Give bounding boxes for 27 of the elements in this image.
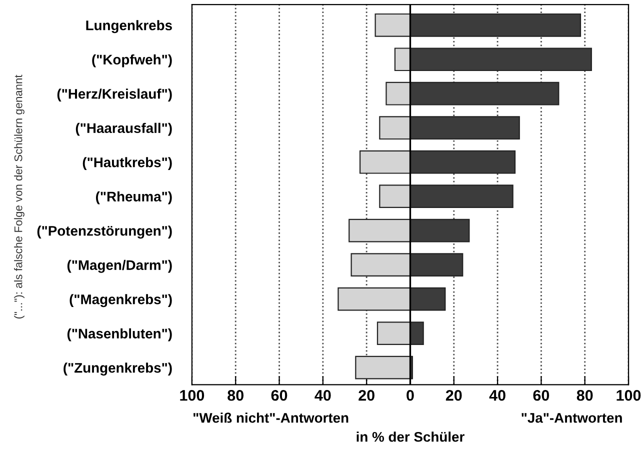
y-tick-label: Lungenkrebs (86, 20, 172, 34)
y-tick-label: ("Zungenkrebs") (64, 362, 172, 376)
x-tick-label: 100 (616, 390, 641, 401)
y-tick-label: ("Herz/Kreislauf") (57, 88, 172, 102)
x-tick-label: 80 (576, 390, 593, 401)
text: "Ja"-Antworten (522, 413, 622, 423)
y-tick-label: ("Rheuma") (96, 191, 172, 204)
y-tick-label: ("Hautkrebs") (82, 157, 172, 170)
x-tick-label: 0 (406, 390, 414, 401)
x-tick-label: 40 (314, 390, 331, 401)
y-tick-label: ("Magen/Darm") (67, 260, 172, 273)
y-tick-label: ("Kopfweh") (92, 54, 172, 68)
x-axis-title: in % der Schüler (356, 432, 464, 442)
y-tick-label: ("Potenzstörungen") (37, 226, 172, 239)
x-tick-label: 60 (271, 390, 288, 401)
x-tick-label: 20 (358, 390, 374, 401)
x-tick-label: 20 (446, 390, 462, 401)
x-tick-label: 80 (228, 390, 244, 401)
x-tick-label: 40 (489, 390, 506, 401)
y-tick-label: ("Nasenbluten") (67, 328, 172, 342)
y-tick-label: ("Magenkrebs") (70, 294, 172, 308)
text: "Weiß nicht"-Antworten (194, 412, 348, 423)
bar (355, 356, 411, 380)
x-tick-label: 60 (533, 390, 550, 401)
x-tick-label: 100 (180, 390, 204, 401)
y-tick-label: ("Haarausfall") (76, 122, 172, 136)
y-axis-title: ("..."): als falsche Folge von der Schülern genannt (14, 74, 24, 318)
